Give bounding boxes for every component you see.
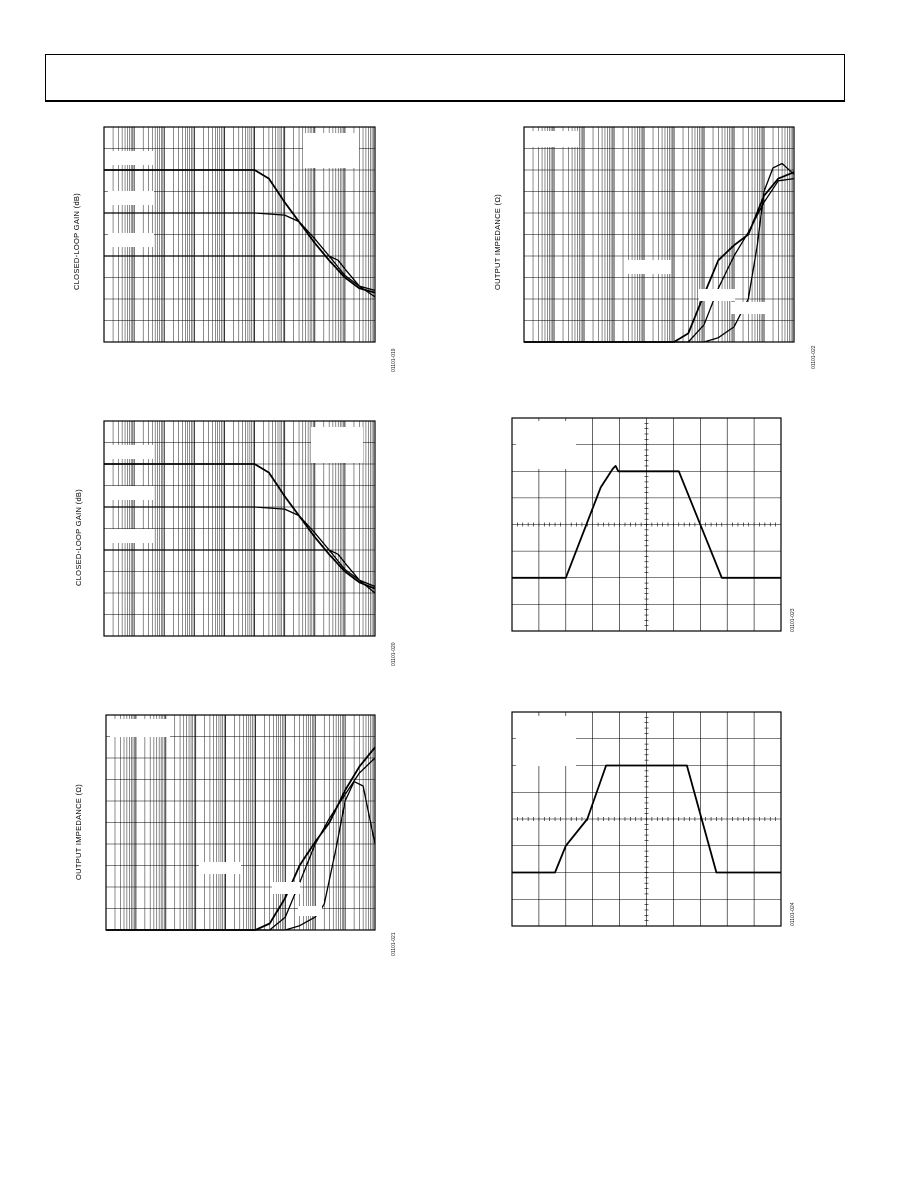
chart-fig23 — [511, 417, 782, 632]
series-line-1 — [512, 464, 781, 579]
series-line-1 — [104, 463, 376, 590]
series-line-1 — [512, 764, 781, 874]
label-mask — [699, 289, 735, 301]
chart-fig20 — [103, 420, 376, 637]
chart-fig21 — [105, 714, 376, 931]
series-line-1 — [524, 171, 795, 343]
series-line-3 — [524, 162, 795, 343]
chart-fig19 — [103, 126, 376, 343]
series-line-1 — [106, 746, 376, 931]
label-mask — [108, 529, 154, 543]
series-line-2 — [104, 212, 376, 292]
chart-fig24 — [511, 711, 782, 927]
label-mask — [199, 862, 241, 874]
label-mask — [731, 302, 769, 314]
label-mask — [303, 133, 359, 168]
series-line-3 — [106, 780, 376, 931]
series-line-2 — [106, 757, 376, 931]
page-header — [45, 54, 845, 102]
series-line-2 — [104, 506, 376, 588]
label-mask — [108, 191, 154, 205]
series-line-2 — [524, 177, 795, 343]
series-line-3 — [104, 549, 376, 594]
chart-fig22 — [523, 126, 795, 343]
label-mask — [627, 260, 671, 274]
label-mask — [516, 421, 576, 469]
label-mask — [528, 131, 578, 147]
series-line-3 — [104, 255, 376, 298]
series-line-1 — [104, 169, 376, 294]
label-mask — [108, 151, 154, 165]
label-mask — [108, 233, 154, 247]
label-mask — [108, 486, 154, 500]
label-mask — [272, 882, 300, 894]
label-mask — [298, 906, 322, 916]
label-mask — [110, 719, 170, 737]
label-mask — [108, 445, 154, 459]
label-mask — [311, 427, 363, 463]
label-mask — [516, 716, 576, 766]
